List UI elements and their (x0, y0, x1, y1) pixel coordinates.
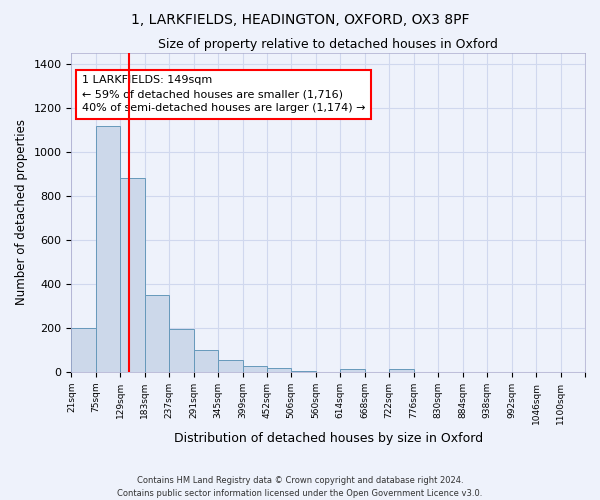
Bar (194, 350, 218, 372)
Bar (291, 370, 316, 372)
Bar (218, 360, 243, 372)
Text: 1, LARKFIELDS, HEADINGTON, OXFORD, OX3 8PF: 1, LARKFIELDS, HEADINGTON, OXFORD, OX3 8… (131, 12, 469, 26)
Bar (96, 126, 121, 372)
Text: Contains HM Land Registry data © Crown copyright and database right 2024.
Contai: Contains HM Land Registry data © Crown c… (118, 476, 482, 498)
Bar (121, 178, 145, 372)
Bar (243, 366, 267, 372)
Bar (389, 368, 413, 372)
Bar (340, 368, 365, 372)
Y-axis label: Number of detached properties: Number of detached properties (15, 120, 28, 306)
Text: 1 LARKFIELDS: 149sqm
← 59% of detached houses are smaller (1,716)
40% of semi-de: 1 LARKFIELDS: 149sqm ← 59% of detached h… (82, 76, 365, 114)
Bar (267, 368, 291, 372)
Bar (145, 295, 169, 372)
X-axis label: Distribution of detached houses by size in Oxford: Distribution of detached houses by size … (173, 432, 483, 445)
Title: Size of property relative to detached houses in Oxford: Size of property relative to detached ho… (158, 38, 498, 51)
Bar (71, 328, 96, 372)
Bar (169, 329, 194, 372)
